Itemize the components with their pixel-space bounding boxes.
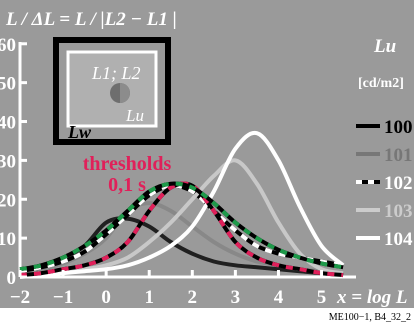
x-tick-label: −1 xyxy=(53,287,73,308)
series-line-2 xyxy=(19,183,344,274)
inset-label-top: L1; L2 xyxy=(91,63,141,83)
series-layer xyxy=(19,130,345,279)
inset-test-field-right xyxy=(120,83,130,103)
legend-title: Lu xyxy=(373,36,396,57)
x-tick-label: −2 xyxy=(10,287,30,308)
legend-unit: [cd/m2] xyxy=(358,76,404,91)
y-tick-label: 40 xyxy=(0,113,16,134)
x-tick-label: 3 xyxy=(231,287,241,308)
legend-label: 100 xyxy=(384,117,413,138)
x-tick-label: 2 xyxy=(188,287,198,308)
x-tick-label: 5 xyxy=(317,287,327,308)
legend-label: 101 xyxy=(384,145,413,166)
annotation-line2: 0,1 s xyxy=(108,174,146,196)
inset-diagram: L1; L2 Lu Lw xyxy=(53,37,171,145)
x-tick-label: 1 xyxy=(144,287,154,308)
y-tick-label: 30 xyxy=(0,151,16,172)
inset-label-w: Lw xyxy=(67,122,92,142)
y-tick-label: 20 xyxy=(0,190,16,211)
inset-label-u: Lu xyxy=(125,106,144,125)
legend-label: 102 xyxy=(384,173,413,194)
y-tick-label: 60 xyxy=(0,35,16,56)
legend: Lu [cd/m2] 100 101 102 103 104 xyxy=(356,36,413,250)
legend-label: 103 xyxy=(384,201,413,222)
footer-label: ME100−1, B4_32_2 xyxy=(329,312,411,323)
legend-label: 104 xyxy=(384,229,413,250)
y-tick-label: 10 xyxy=(0,229,16,250)
x-tick-label: 4 xyxy=(274,287,284,308)
series-line-6 xyxy=(19,181,344,272)
y-tick-label: 50 xyxy=(0,74,16,95)
legend-entries: 100 101 102 103 104 xyxy=(356,117,413,250)
chart-title: L / ΔL = L / |L2 − L1 | xyxy=(5,9,177,30)
y-tick-label: 0 xyxy=(7,268,17,289)
x-tick-label: 0 xyxy=(101,287,111,308)
x-axis-label: x = log L xyxy=(336,287,407,308)
inset-outer-frame xyxy=(53,37,171,145)
annotation-line1: thresholds xyxy=(83,153,172,175)
series-line-4 xyxy=(19,130,345,279)
